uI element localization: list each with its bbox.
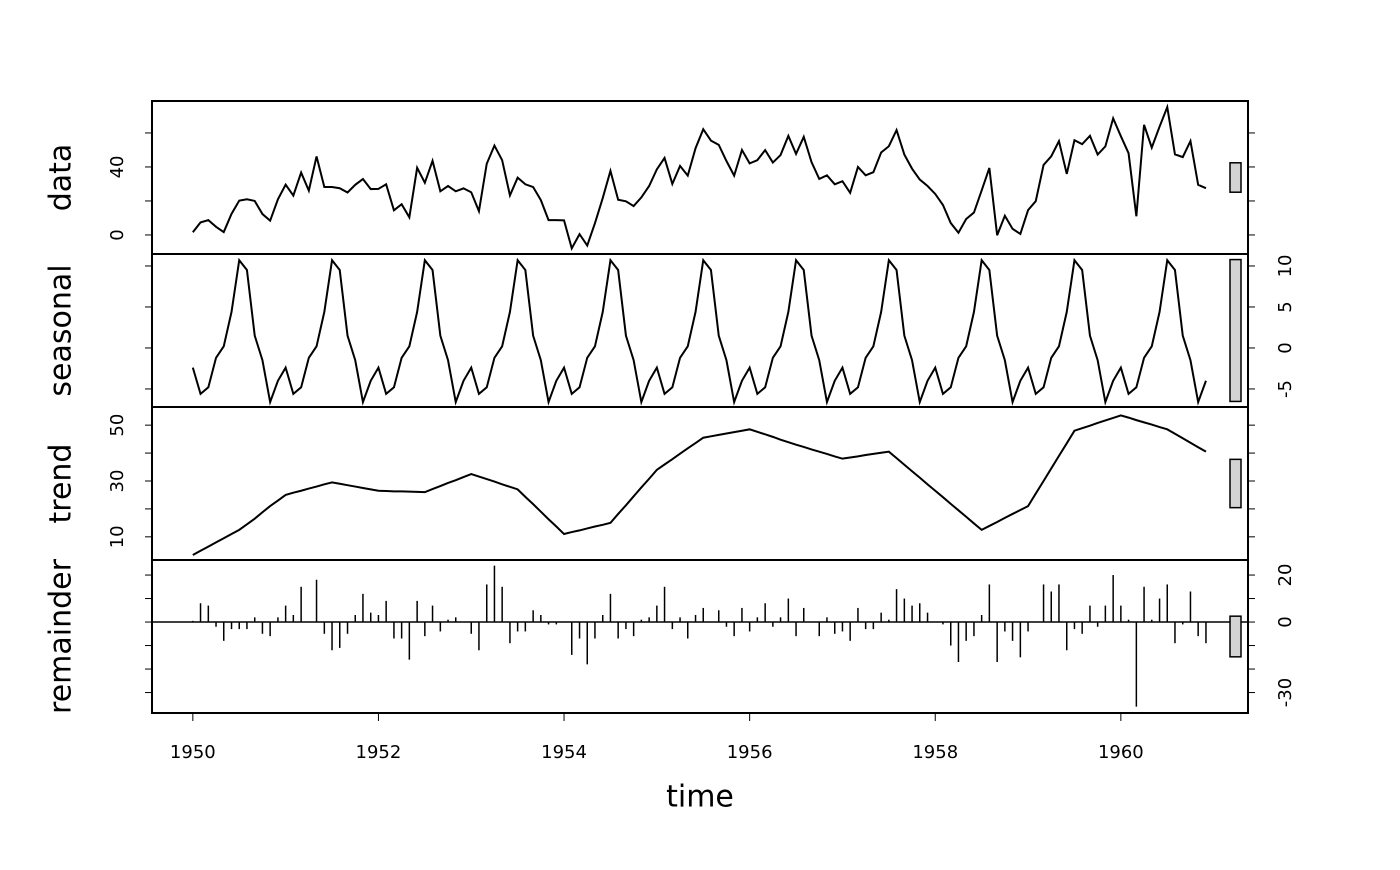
y-tick-label: -30 [1275, 678, 1296, 707]
panel-label: data [44, 144, 79, 212]
range-bar [1229, 258, 1242, 403]
y-tick-label: 20 [1275, 564, 1296, 587]
y-tick-label: 50 [107, 414, 128, 437]
line [192, 103, 1207, 252]
panel-label: remainder [44, 558, 79, 714]
panel-frame [151, 100, 1249, 255]
panel-frame [151, 406, 1249, 561]
line [192, 414, 1207, 556]
x-tick-label: 1956 [727, 742, 773, 763]
panel-frame [151, 559, 1249, 714]
y-tick-label: -5 [1275, 380, 1296, 398]
x-tick-label: 1950 [170, 742, 216, 763]
x-tick-label: 1960 [1098, 742, 1144, 763]
panel-label: trend [44, 444, 79, 524]
x-tick-label: 1954 [541, 742, 587, 763]
y-tick-label: 0 [1275, 342, 1296, 353]
x-tick-label: 1952 [356, 742, 402, 763]
y-tick-label: 10 [107, 525, 128, 548]
y-tick-label: 40 [107, 156, 128, 179]
x-axis-label: time [666, 780, 734, 815]
range-bar [1229, 615, 1242, 658]
line [191, 257, 1207, 406]
y-tick-label: 0 [107, 229, 128, 240]
x-tick-label: 1958 [912, 742, 958, 763]
y-tick-label: 10 [1275, 255, 1296, 278]
y-tick-label: 30 [107, 470, 128, 493]
range-bar [1229, 162, 1242, 193]
range-bar [1229, 458, 1242, 509]
panel-label: seasonal [44, 264, 79, 396]
y-tick-label: 0 [1275, 616, 1296, 627]
y-tick-label: 5 [1275, 301, 1296, 312]
